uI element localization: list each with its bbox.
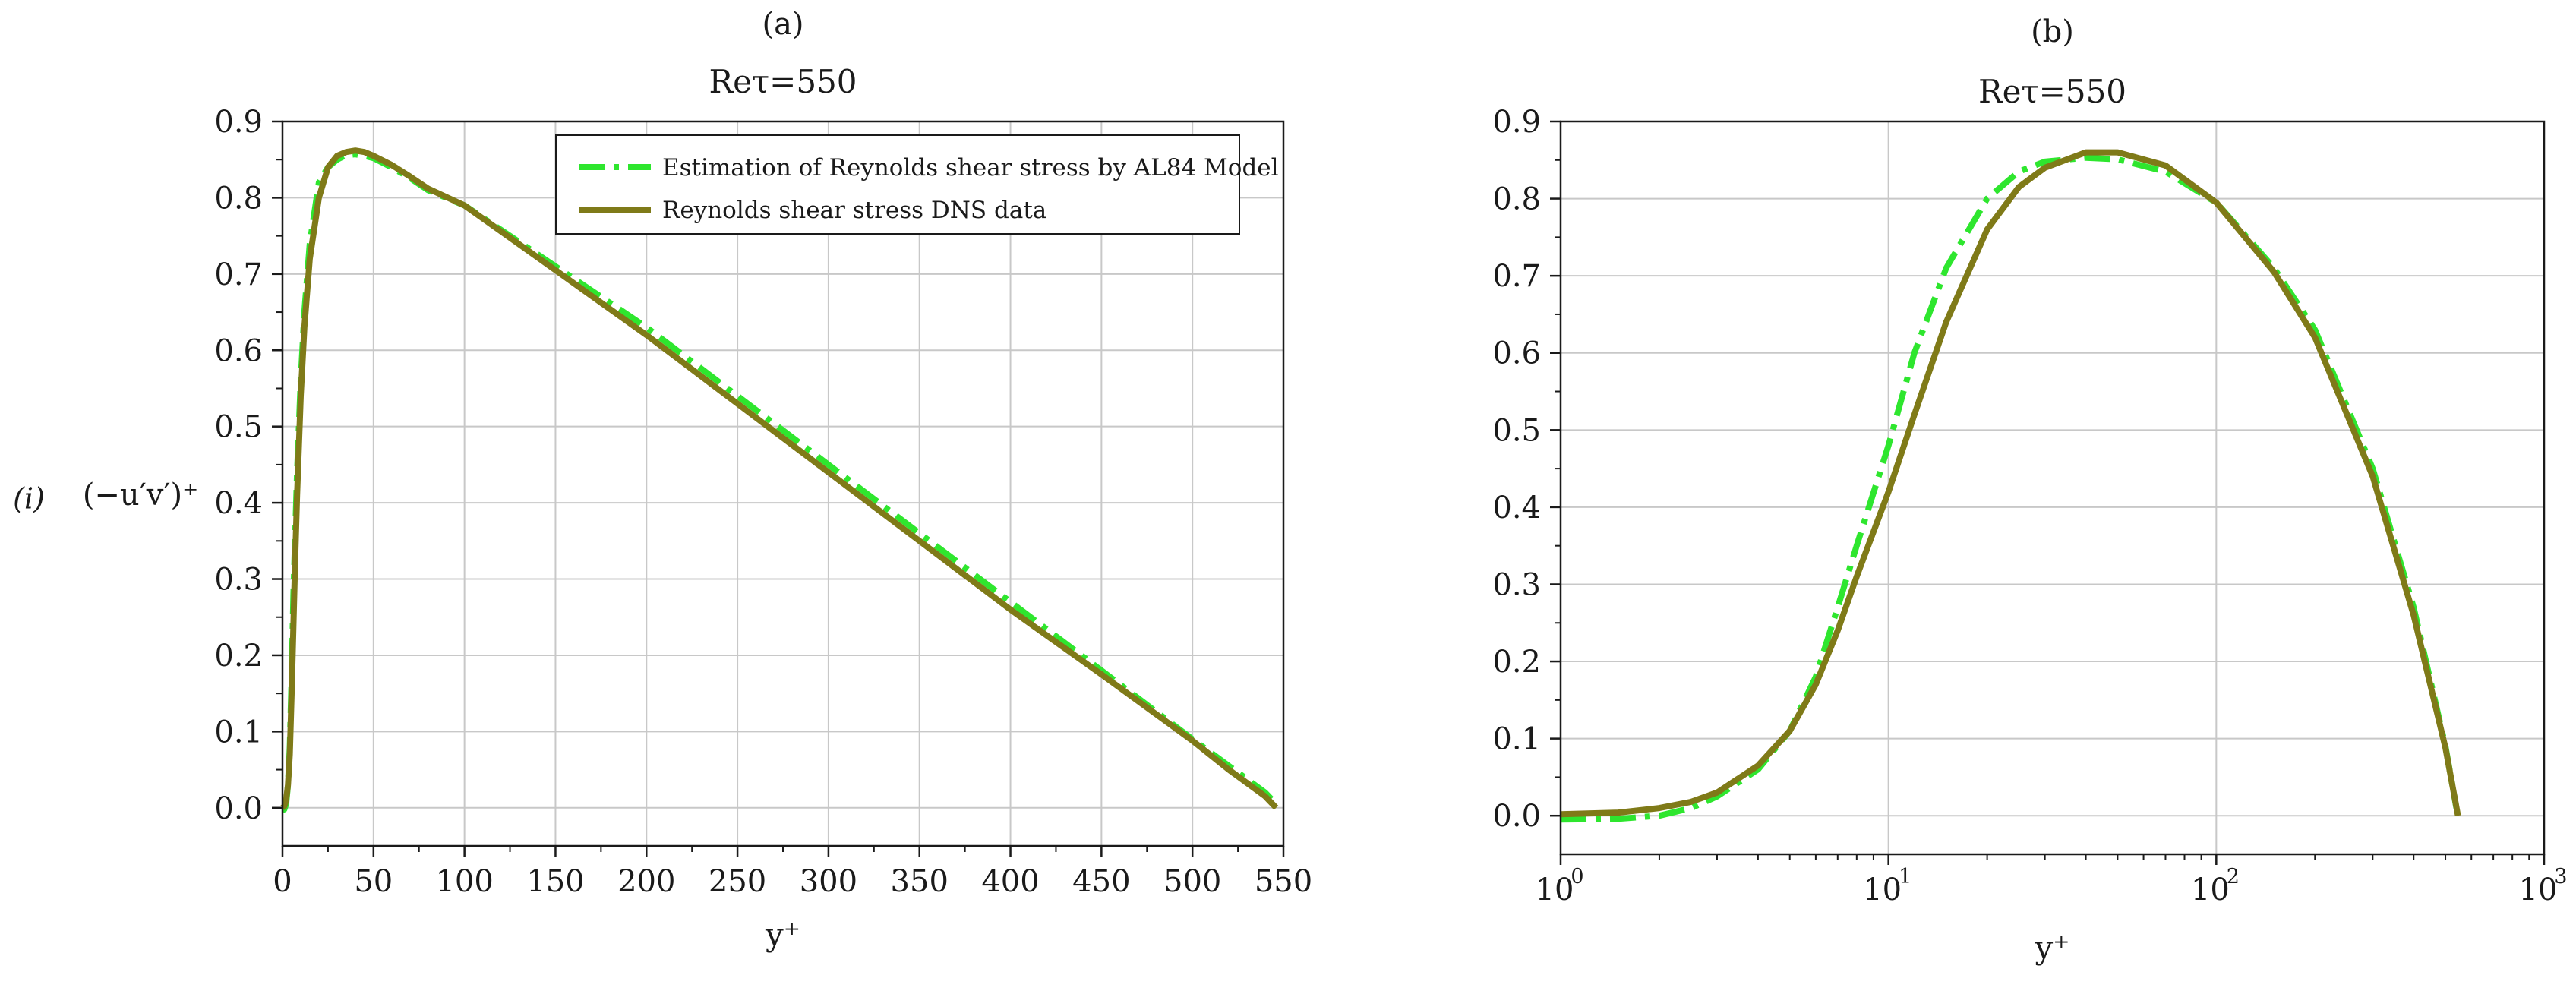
y-tick-label: 0.7 — [214, 257, 263, 292]
panel-label: (b) — [2031, 14, 2074, 49]
series-line-dns — [280, 147, 1279, 810]
x-tick-label: 400 — [981, 864, 1039, 899]
x-tick-label: 10 — [1536, 873, 1574, 907]
y-tick-label: 0.0 — [214, 791, 263, 826]
series-line-model — [1560, 154, 2460, 823]
y-tick-label: 0.4 — [1492, 491, 1541, 525]
row-label: (i) — [13, 482, 45, 516]
x-tick-label: 350 — [891, 864, 949, 899]
y-axis-label: (−u′v′)⁺ — [83, 478, 198, 513]
legend-entry: Reynolds shear stress DNS data — [662, 197, 1046, 224]
y-tick-label: 0.1 — [214, 715, 263, 749]
x-tick-label: 250 — [709, 864, 766, 899]
y-tick-label: 0.3 — [1492, 567, 1541, 602]
y-tick-label: 0.8 — [1492, 182, 1541, 217]
x-tick-label: 100 — [435, 864, 493, 899]
y-tick-label: 0.0 — [1492, 799, 1541, 834]
y-tick-label: 0.3 — [214, 563, 263, 598]
y-tick-label: 0.4 — [214, 486, 263, 521]
x-tick-label: 550 — [1255, 864, 1312, 899]
x-tick-exponent: 0 — [1571, 865, 1583, 888]
x-tick-label: 500 — [1163, 864, 1221, 899]
y-tick-label: 0.2 — [1492, 645, 1541, 680]
series-line-model — [281, 151, 1279, 813]
x-tick-label: 150 — [526, 864, 584, 899]
y-tick-label: 0.9 — [214, 105, 263, 140]
legend-entry: Estimation of Reynolds shear stress by A… — [662, 154, 1279, 181]
chart-panel-a: 0 50 100 150 200 250 300 350 400 450 500 550 0.0 0.1 0… — [214, 7, 1312, 953]
plot-frame — [1559, 120, 2546, 856]
x-tick-exponent: 1 — [1899, 865, 1911, 888]
x-axis-label: y⁺ — [765, 916, 800, 953]
chart-panel-b: 100 101 102 1030.00.10.20.30.40.50.60.70.80… — [1492, 14, 2567, 966]
y-tick-label: 0.1 — [1492, 722, 1541, 757]
x-tick-label: 450 — [1072, 864, 1130, 899]
x-tick-label: 10 — [1863, 873, 1902, 907]
legend-box — [555, 134, 1240, 235]
series-line-dns — [1560, 149, 2461, 818]
y-tick-label: 0.8 — [214, 181, 263, 216]
panel-label: (a) — [762, 7, 803, 42]
y-tick-label: 0.6 — [1492, 336, 1541, 371]
x-tick-label: 300 — [800, 864, 857, 899]
y-tick-label: 0.5 — [214, 410, 263, 445]
y-tick-label: 0.7 — [1492, 259, 1541, 294]
y-tick-label: 0.9 — [1492, 105, 1541, 140]
y-tick-label: 0.5 — [1492, 413, 1541, 448]
x-tick-exponent: 2 — [2227, 865, 2240, 888]
x-tick-label: 200 — [617, 864, 675, 899]
chart-title: Reτ=550 — [709, 63, 857, 100]
y-tick-label: 0.6 — [214, 333, 263, 368]
x-axis-label: y⁺ — [2035, 929, 2070, 966]
x-tick-label: 10 — [2191, 873, 2230, 907]
x-tick-exponent: 3 — [2554, 865, 2567, 888]
chart-title: Reτ=550 — [1978, 73, 2126, 110]
x-tick-label: 10 — [2519, 873, 2558, 907]
x-tick-label: 0 — [273, 864, 292, 899]
x-tick-label: 50 — [354, 864, 393, 899]
y-tick-label: 0.2 — [214, 639, 263, 674]
